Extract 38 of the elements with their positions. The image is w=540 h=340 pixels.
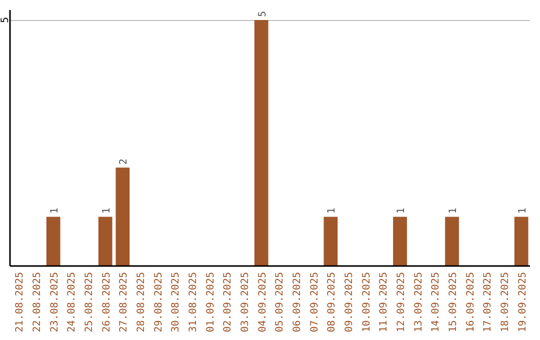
- data-label: 5: [257, 10, 268, 17]
- x-tick-label: 06.09.2025: [292, 272, 303, 332]
- data-label: 1: [326, 208, 338, 214]
- x-tick-label: 17.09.2025: [482, 272, 494, 332]
- x-tick-label: 15.09.2025: [448, 272, 459, 332]
- data-label: 1: [448, 208, 459, 214]
- x-tick-label: 05.09.2025: [274, 272, 286, 332]
- data-label: 2: [118, 158, 130, 165]
- x-tick-label: 30.08.2025: [170, 272, 182, 332]
- x-tick-label: 21.08.2025: [14, 272, 26, 332]
- x-tick-label: 31.08.2025: [188, 272, 199, 332]
- x-tick-label: 12.09.2025: [396, 272, 407, 332]
- x-tick-label: 28.08.2025: [136, 272, 147, 332]
- x-tick-label: 19.09.2025: [517, 272, 528, 332]
- x-tick-label: 14.09.2025: [430, 272, 442, 332]
- x-tick-label: 23.08.2025: [49, 272, 60, 332]
- x-tick-label: 27.08.2025: [118, 272, 130, 332]
- x-tick-label: 09.09.2025: [344, 272, 355, 332]
- x-tick-label: 18.09.2025: [500, 272, 511, 332]
- x-tick-label: 22.08.2025: [32, 272, 43, 332]
- x-tick-label: 02.09.2025: [222, 272, 234, 332]
- x-tick-label: 08.09.2025: [326, 272, 338, 332]
- x-tick-label: 07.09.2025: [309, 272, 320, 332]
- x-tick-label: 04.09.2025: [257, 272, 268, 332]
- x-tick-label: 29.08.2025: [153, 272, 164, 332]
- x-tick-label: 25.08.2025: [84, 272, 95, 332]
- data-label: 1: [101, 208, 112, 214]
- x-tick-label: 26.08.2025: [101, 272, 112, 332]
- x-tick-label: 16.09.2025: [465, 272, 476, 332]
- x-tick-label: 13.09.2025: [413, 272, 424, 332]
- data-label: 1: [49, 208, 60, 214]
- x-tick-label: 03.09.2025: [240, 272, 251, 332]
- x-tick-label: 11.09.2025: [378, 272, 390, 332]
- x-tick-label: 01.09.2025: [205, 272, 216, 332]
- data-label: 1: [396, 208, 407, 214]
- x-tick-label: 10.09.2025: [361, 272, 372, 332]
- x-tick-label: 24.08.2025: [66, 272, 78, 332]
- data-label: 1: [517, 208, 528, 214]
